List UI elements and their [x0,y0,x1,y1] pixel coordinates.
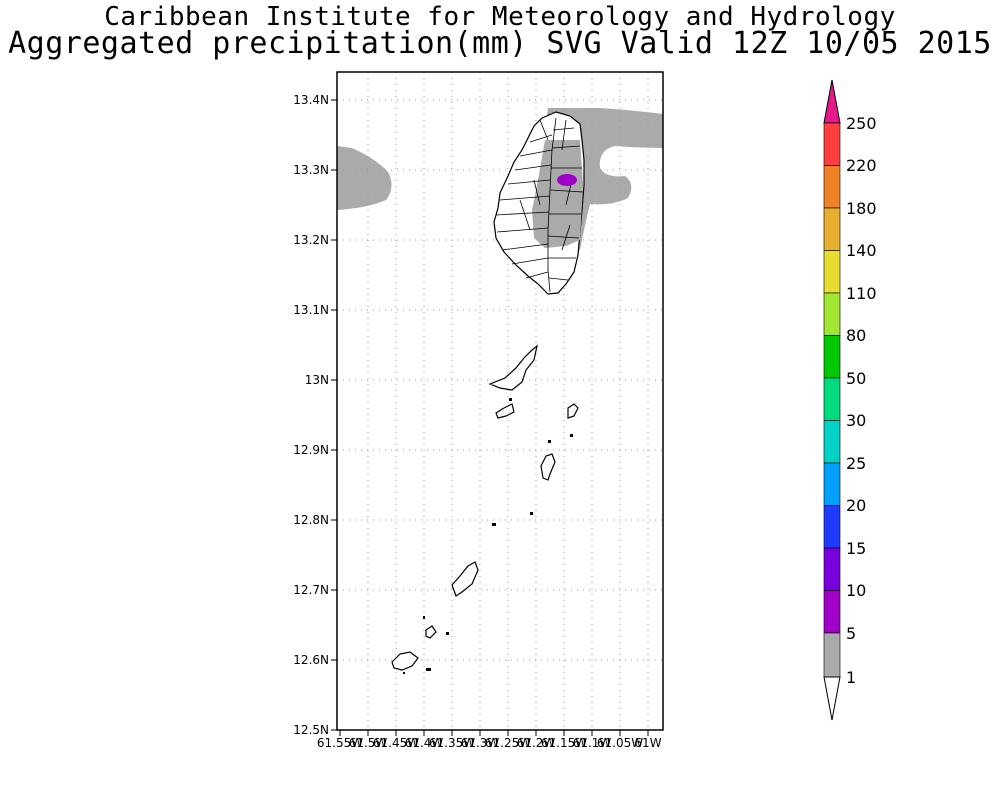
colorbar-label: 25 [846,454,866,473]
colorbar-swatch-20-25 [823,462,841,506]
lon-label: 61.05W [597,736,643,750]
lat-label: 12.6N [293,653,329,667]
colorbar-top-arrow [823,79,841,124]
chart-subtitle: Aggregated precipitation(mm) SVG Valid 1… [8,26,992,61]
colorbar-label: 220 [846,156,877,175]
lon-label: 61.2W [517,736,556,750]
lat-ticks [331,99,337,731]
lon-label: 61.5W [349,736,388,750]
lon-label: 61.4W [405,736,444,750]
lat-label: 13.2N [293,233,329,247]
colorbar-swatch-10-15 [823,547,841,591]
colorbar-label: 20 [846,496,866,515]
lat-label: 13.3N [293,163,329,177]
lat-label: 13.4N [293,93,329,107]
small-cays [403,398,573,674]
lon-label: 61.1W [573,736,612,750]
lat-label: 13.1N [293,303,329,317]
colorbar-swatch-15-20 [823,505,841,549]
lon-ticks [339,730,649,736]
colorbar-bottom-arrow [823,676,841,721]
lon-label: 61.45W [373,736,419,750]
colorbar-swatch-110-140 [823,250,841,294]
colorbar: 250 220 180 140 110 80 50 30 25 20 15 10… [823,79,877,721]
colorbar-label: 110 [846,284,877,303]
lat-labels: 13.4N 13.3N 13.2N 13.1N 13N 12.9N 12.8N … [293,93,329,737]
grenadines-islands [391,344,579,671]
lat-label: 13N [305,373,329,387]
colorbar-label: 140 [846,241,877,260]
colorbar-label: 250 [846,114,877,133]
colorbar-swatch-220-250 [823,122,841,166]
lat-label: 12.7N [293,583,329,597]
lon-label: 61.25W [485,736,531,750]
colorbar-label: 30 [846,411,866,430]
colorbar-label: 1 [846,668,856,687]
lat-label: 12.5N [293,723,329,737]
colorbar-swatch-5-10 [823,590,841,634]
lon-label: 61W [634,736,661,750]
colorbar-swatch-140-180 [823,207,841,251]
colorbar-swatch-30-50 [823,377,841,421]
colorbar-label: 10 [846,581,866,600]
colorbar-swatch-25-30 [823,420,841,464]
chart-title: Caribbean Institute for Meteorology and … [104,2,896,32]
lon-label: 61.55W [317,736,363,750]
lon-labels: 61.55W 61.5W 61.45W 61.4W 61.35W 61.3W 6… [317,736,662,750]
colorbar-label: 50 [846,369,866,388]
precip-cell-purple [557,174,577,186]
colorbar-label: 15 [846,539,866,558]
colorbar-swatch-50-80 [823,335,841,379]
precip-area-west [337,146,392,210]
colorbar-label: 180 [846,199,877,218]
lon-label: 61.3W [461,736,500,750]
map-frame [336,71,664,731]
lon-label: 61.15W [541,736,587,750]
lat-label: 12.8N [293,513,329,527]
colorbar-swatch-80-110 [823,292,841,336]
colorbar-label: 5 [846,624,856,643]
lat-label: 12.9N [293,443,329,457]
lon-label: 61.35W [429,736,475,750]
colorbar-swatch-180-220 [823,165,841,209]
precip-area-island-east [532,140,583,248]
colorbar-swatch-1-5 [823,632,841,678]
colorbar-label: 80 [846,326,866,345]
